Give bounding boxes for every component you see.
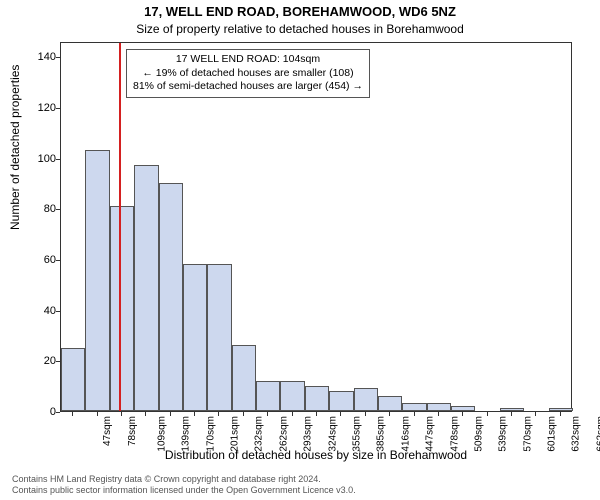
x-tick-mark xyxy=(389,412,390,416)
property-marker-line xyxy=(119,43,121,411)
x-tick-mark xyxy=(145,412,146,416)
x-tick-mark xyxy=(365,412,366,416)
histogram-bar xyxy=(110,206,134,411)
histogram-bar xyxy=(232,345,256,411)
y-tick-mark xyxy=(56,159,60,160)
x-tick-mark xyxy=(560,412,561,416)
histogram-bar xyxy=(280,381,304,411)
y-tick-label: 20 xyxy=(16,355,56,367)
histogram-bar xyxy=(305,386,329,411)
x-tick-label: 201sqm xyxy=(230,416,241,452)
histogram-bar xyxy=(159,183,183,411)
histogram-bar xyxy=(402,403,426,411)
x-tick-label: 601sqm xyxy=(547,416,558,452)
x-tick-mark xyxy=(218,412,219,416)
credits-text: Contains HM Land Registry data © Crown c… xyxy=(12,474,356,496)
y-tick-mark xyxy=(56,260,60,261)
y-tick-mark xyxy=(56,361,60,362)
x-axis-label: Distribution of detached houses by size … xyxy=(60,448,572,462)
x-tick-mark xyxy=(267,412,268,416)
y-tick-label: 120 xyxy=(16,102,56,114)
x-tick-label: 416sqm xyxy=(400,416,411,452)
x-tick-label: 478sqm xyxy=(449,416,460,452)
x-tick-mark xyxy=(511,412,512,416)
histogram-bar xyxy=(256,381,280,411)
x-tick-label: 632sqm xyxy=(571,416,582,452)
histogram-bar xyxy=(378,396,402,411)
histogram-bar xyxy=(207,264,231,411)
x-tick-label: 262sqm xyxy=(278,416,289,452)
credits-line-2: Contains public sector information licen… xyxy=(12,485,356,496)
x-tick-mark xyxy=(72,412,73,416)
y-tick-mark xyxy=(56,412,60,413)
x-tick-label: 509sqm xyxy=(473,416,484,452)
x-tick-label: 78sqm xyxy=(127,416,138,446)
x-tick-mark xyxy=(292,412,293,416)
x-tick-label: 109sqm xyxy=(157,416,168,452)
histogram-bar xyxy=(549,408,573,411)
histogram-bar xyxy=(183,264,207,411)
histogram-bar xyxy=(451,406,475,411)
x-tick-label: 324sqm xyxy=(327,416,338,452)
histogram-bar xyxy=(427,403,451,411)
chart-title-main: 17, WELL END ROAD, BOREHAMWOOD, WD6 5NZ xyxy=(0,4,600,19)
y-tick-label: 40 xyxy=(16,305,56,317)
y-tick-label: 0 xyxy=(16,406,56,418)
x-tick-mark xyxy=(121,412,122,416)
x-tick-mark xyxy=(170,412,171,416)
x-tick-mark xyxy=(194,412,195,416)
plot-area: 17 WELL END ROAD: 104sqm← 19% of detache… xyxy=(60,42,572,412)
x-tick-label: 47sqm xyxy=(102,416,113,446)
histogram-bar xyxy=(85,150,109,411)
y-tick-label: 100 xyxy=(16,153,56,165)
x-tick-mark xyxy=(97,412,98,416)
chart-title-sub: Size of property relative to detached ho… xyxy=(0,22,600,36)
x-tick-label: 170sqm xyxy=(205,416,216,452)
x-tick-mark xyxy=(316,412,317,416)
x-tick-mark xyxy=(462,412,463,416)
x-tick-label: 232sqm xyxy=(254,416,265,452)
histogram-bar xyxy=(329,391,353,411)
y-tick-label: 140 xyxy=(16,51,56,63)
x-tick-label: 570sqm xyxy=(522,416,533,452)
x-tick-label: 447sqm xyxy=(425,416,436,452)
annotation-line-1: 17 WELL END ROAD: 104sqm xyxy=(133,53,363,67)
annotation-line-3: 81% of semi-detached houses are larger (… xyxy=(133,80,363,94)
x-tick-mark xyxy=(438,412,439,416)
y-tick-mark xyxy=(56,108,60,109)
x-tick-label: 355sqm xyxy=(352,416,363,452)
y-tick-mark xyxy=(56,57,60,58)
histogram-bar xyxy=(500,408,524,411)
y-tick-label: 60 xyxy=(16,254,56,266)
y-tick-label: 80 xyxy=(16,203,56,215)
histogram-bar xyxy=(61,348,85,411)
y-tick-mark xyxy=(56,311,60,312)
x-tick-label: 293sqm xyxy=(303,416,314,452)
x-tick-label: 662sqm xyxy=(595,416,600,452)
x-tick-label: 139sqm xyxy=(181,416,192,452)
x-tick-mark xyxy=(414,412,415,416)
x-tick-label: 385sqm xyxy=(376,416,387,452)
x-tick-label: 539sqm xyxy=(498,416,509,452)
y-tick-mark xyxy=(56,209,60,210)
annotation-line-2: ← 19% of detached houses are smaller (10… xyxy=(133,67,363,81)
histogram-bar xyxy=(354,388,378,411)
x-tick-mark xyxy=(340,412,341,416)
x-tick-mark xyxy=(535,412,536,416)
x-tick-mark xyxy=(243,412,244,416)
annotation-box: 17 WELL END ROAD: 104sqm← 19% of detache… xyxy=(126,49,370,98)
x-tick-mark xyxy=(487,412,488,416)
credits-line-1: Contains HM Land Registry data © Crown c… xyxy=(12,474,356,485)
histogram-bar xyxy=(134,165,158,411)
